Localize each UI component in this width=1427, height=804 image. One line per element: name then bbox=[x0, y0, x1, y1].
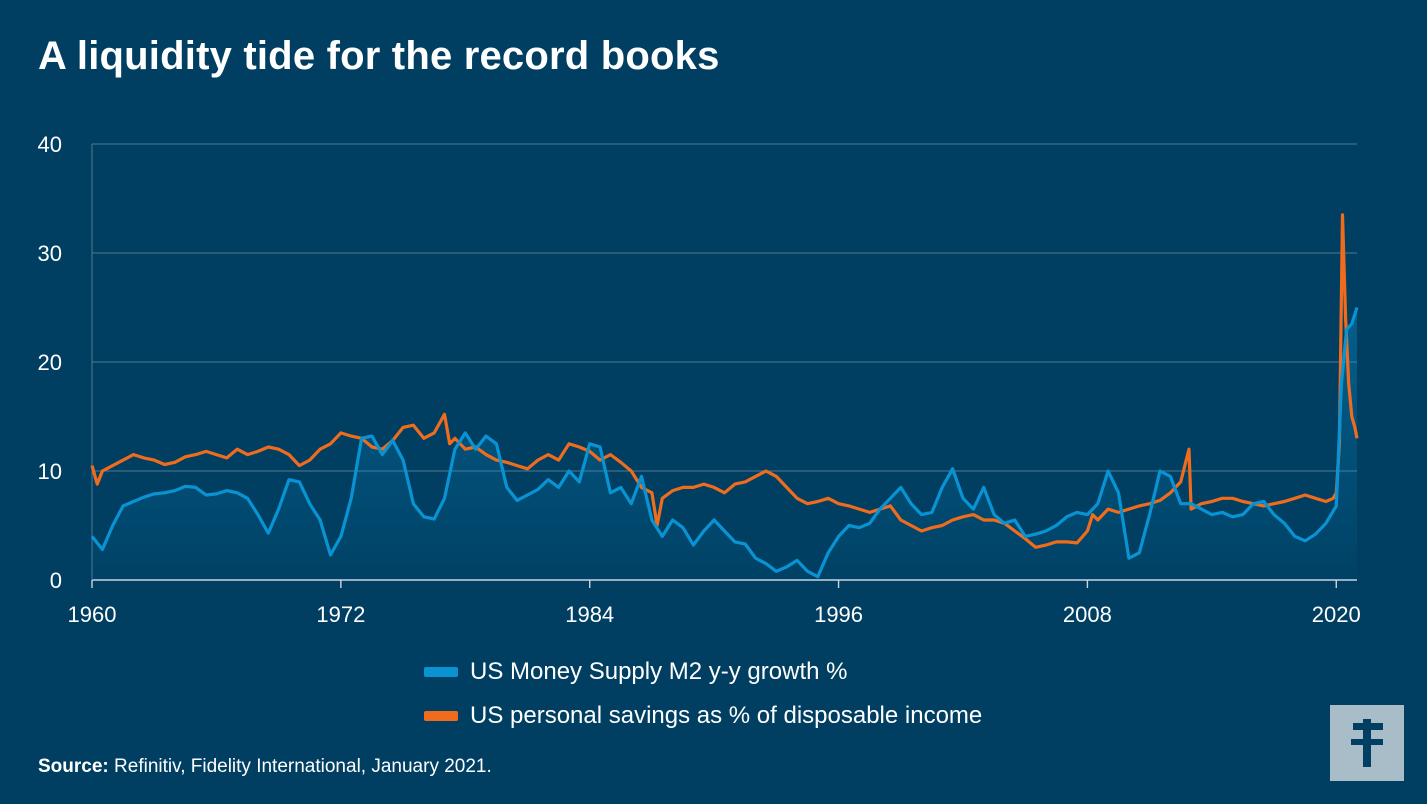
legend-item-savings: US personal savings as % of disposable i… bbox=[424, 694, 982, 738]
fidelity-f-logo-icon bbox=[1351, 719, 1383, 767]
m2-growth-line bbox=[90, 307, 1359, 579]
y-tick-label: 20 bbox=[38, 350, 62, 375]
x-tick-label: 1960 bbox=[68, 602, 117, 627]
chart-legend: US Money Supply M2 y-y growth % US perso… bbox=[424, 650, 982, 738]
legend-swatch-savings bbox=[424, 711, 458, 721]
x-tick-label: 1984 bbox=[565, 602, 614, 627]
m2-growth-area bbox=[92, 307, 1357, 580]
x-tick-label: 1972 bbox=[316, 602, 365, 627]
legend-swatch-m2 bbox=[424, 667, 458, 677]
source-text: Refinitiv, Fidelity International, Janua… bbox=[114, 756, 492, 777]
y-tick-label: 30 bbox=[38, 241, 62, 266]
x-tick-label: 2008 bbox=[1063, 602, 1112, 627]
legend-label-m2: US Money Supply M2 y-y growth % bbox=[470, 658, 848, 685]
source-note: Source: Refinitiv, Fidelity Internationa… bbox=[38, 756, 492, 778]
x-tick-label: 2020 bbox=[1312, 602, 1361, 627]
legend-item-m2: US Money Supply M2 y-y growth % bbox=[424, 650, 982, 694]
y-tick-label: 0 bbox=[50, 568, 62, 593]
y-tick-label: 10 bbox=[38, 459, 62, 484]
source-label: Source: bbox=[38, 756, 109, 777]
y-tick-label: 40 bbox=[38, 132, 62, 157]
x-axis: 1960 1972 1984 1996 2008 2020 bbox=[68, 602, 1361, 627]
y-axis: 0 10 20 30 40 bbox=[38, 132, 62, 593]
fidelity-logo bbox=[1330, 705, 1404, 781]
page-title: A liquidity tide for the record books bbox=[38, 34, 720, 78]
savings-rate-line bbox=[90, 213, 1359, 549]
x-tick-label: 1996 bbox=[814, 602, 863, 627]
legend-label-savings: US personal savings as % of disposable i… bbox=[470, 702, 983, 729]
line-chart: 0 10 20 30 40 1960 1972 1984 1996 2008 2020 bbox=[38, 132, 1361, 627]
